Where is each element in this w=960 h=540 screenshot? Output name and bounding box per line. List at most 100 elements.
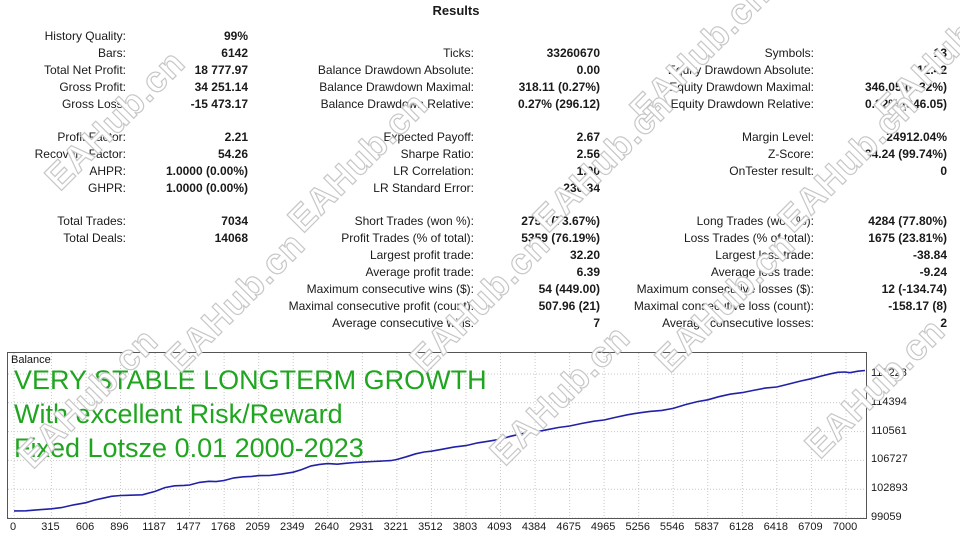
x-axis-tick-label: 6709 (798, 521, 823, 533)
x-axis-tick-label: 0 (9, 521, 17, 533)
stat-value: 318.11 (0.27%) (518, 80, 600, 94)
stat-value: -158.17 (8) (888, 299, 947, 313)
stats-group-spacer (0, 197, 947, 213)
stat-label: Balance Drawdown Absolute: (317, 63, 474, 77)
stat-label (0, 264, 130, 281)
y-axis-tick-label: 118228 (871, 367, 907, 379)
stat-label: Maximal consecutive profit (count): (288, 299, 474, 313)
stat-value: 32.20 (569, 248, 600, 262)
stat-value: 346.05 (0.32%) (864, 80, 947, 94)
stat-value: 6.39 (576, 265, 600, 279)
x-axis-tick-label: 4675 (556, 521, 581, 533)
stat-label: Margin Level: (741, 130, 814, 144)
stat-value: 33260670 (546, 46, 600, 60)
x-axis-tick-label: 3221 (383, 521, 409, 533)
stat-value: 12.42 (916, 63, 947, 77)
stat-label: Balance Drawdown Maximal: (319, 80, 474, 94)
stat-label: Largest loss trade: (715, 248, 814, 262)
stat-value: 54.26 (217, 147, 248, 161)
x-axis-tick-label: 315 (41, 521, 60, 533)
stat-label: AHPR: (89, 164, 126, 178)
stats-group-spacer (0, 113, 947, 129)
stat-value (818, 28, 947, 45)
x-axis-tick-label: 5256 (625, 521, 650, 533)
stat-label: Average profit trade: (365, 265, 474, 279)
x-axis-tick-label: 2931 (349, 521, 374, 533)
stat-label: Equity Drawdown Maximal: (669, 80, 814, 94)
stats-table: History Quality: 99% Bars: 6142 Ticks: 332606… (0, 28, 947, 332)
stat-value: 2750 (73.67%) (521, 214, 600, 228)
stat-value: 2 (940, 316, 947, 330)
stat-value: 6142 (221, 46, 248, 60)
stat-value (478, 28, 600, 45)
x-axis-tick-label: 4384 (521, 521, 547, 533)
stat-label: Maximum consecutive wins ($): (306, 282, 474, 296)
stat-label: Symbols: (764, 46, 814, 60)
stat-value: 24912.04% (886, 130, 947, 144)
stat-label: Maximal consecutive loss (count): (633, 299, 814, 313)
stat-label: Gross Loss: (61, 97, 126, 111)
y-axis-tick-label: 102893 (871, 482, 908, 495)
stat-label: Expected Payoff: (383, 130, 474, 144)
y-axis-tick-label: 110561 (871, 424, 907, 437)
y-axis-tick-label: 106727 (871, 453, 908, 466)
stat-value: 230.34 (563, 181, 600, 195)
x-axis-tick-label: 606 (75, 521, 95, 533)
stat-label: Equity Drawdown Relative: (670, 97, 814, 111)
stat-value: 13 (933, 46, 947, 60)
stat-label: Largest profit trade: (369, 248, 474, 262)
stat-label: Short Trades (won %): (354, 214, 474, 228)
y-axis-tick-label: 114394 (871, 395, 907, 408)
stat-label: Ticks: (443, 46, 474, 60)
stat-value: 1.0000 (0.00%) (165, 181, 248, 195)
stat-label: LR Standard Error: (373, 181, 474, 195)
stat-value: 14068 (214, 231, 248, 245)
chart-series-label: Balance (11, 354, 51, 366)
stat-label: Average consecutive losses: (662, 316, 814, 330)
x-axis-tick-label: 5837 (694, 521, 720, 533)
stat-value: 2.56 (576, 147, 600, 161)
stat-value (130, 264, 248, 281)
x-axis-tick-label: 5546 (659, 521, 685, 533)
stat-label: LR Correlation: (393, 164, 474, 178)
stat-label: Gross Profit: (59, 80, 126, 94)
x-axis-tick-label: 7000 (832, 521, 858, 533)
annotation-line-2: With excellent Risk/Reward (14, 399, 343, 429)
x-axis-tick-label: 2349 (279, 521, 305, 533)
stat-label: Loss Trades (% of total): (683, 231, 814, 245)
stat-label: OnTester result: (729, 164, 814, 178)
stat-label: Total Trades: (57, 214, 126, 228)
stat-value: 7 (593, 316, 600, 330)
x-axis-tick-label: 896 (110, 521, 129, 533)
chart-annotation: VERY STABLE LONGTERM GROWTH With excelle… (14, 363, 487, 465)
stat-value: -15 473.17 (190, 97, 248, 111)
x-axis-tick-label: 4093 (487, 521, 512, 533)
stat-label: Total Deals: (63, 231, 126, 245)
stat-label (0, 298, 130, 315)
stat-label (600, 28, 818, 45)
x-axis-tick-label: 2640 (314, 521, 340, 533)
stat-value (130, 247, 248, 264)
stat-label: Sharpe Ratio: (400, 147, 474, 161)
x-axis-tick-label: 2059 (245, 521, 270, 533)
annotation-line-3: Fixed Lotsze 0.01 2000-2023 (14, 433, 364, 463)
stat-label (0, 315, 130, 332)
stat-value: 0 (940, 164, 947, 178)
stat-value: 4284 (77.80%) (868, 214, 947, 228)
stat-label: GHPR: (87, 181, 126, 195)
balance-curve (8, 353, 866, 518)
stat-value: 99% (223, 29, 248, 43)
annotation-line-1: VERY STABLE LONGTERM GROWTH (14, 365, 487, 395)
x-axis-tick-label: 1768 (210, 521, 236, 533)
stat-value: 0.27% (296.12) (517, 97, 600, 111)
stat-label: Balance Drawdown Relative: (320, 97, 474, 111)
stat-value: 12 (-134.74) (881, 282, 947, 296)
stat-label: Equity Drawdown Absolute: (667, 63, 814, 77)
x-axis-tick-label: 4965 (590, 521, 616, 533)
stat-label: Maximum consecutive losses ($): (636, 282, 814, 296)
stat-label: Average loss trade: (710, 265, 814, 279)
balance-chart: Balance VERY STABLE LONGTERM GROWTH With… (7, 352, 867, 519)
x-axis-tick-label: 1187 (142, 521, 166, 533)
stat-value: 7034 (221, 214, 248, 228)
x-axis-tick-label: 3512 (418, 521, 443, 533)
